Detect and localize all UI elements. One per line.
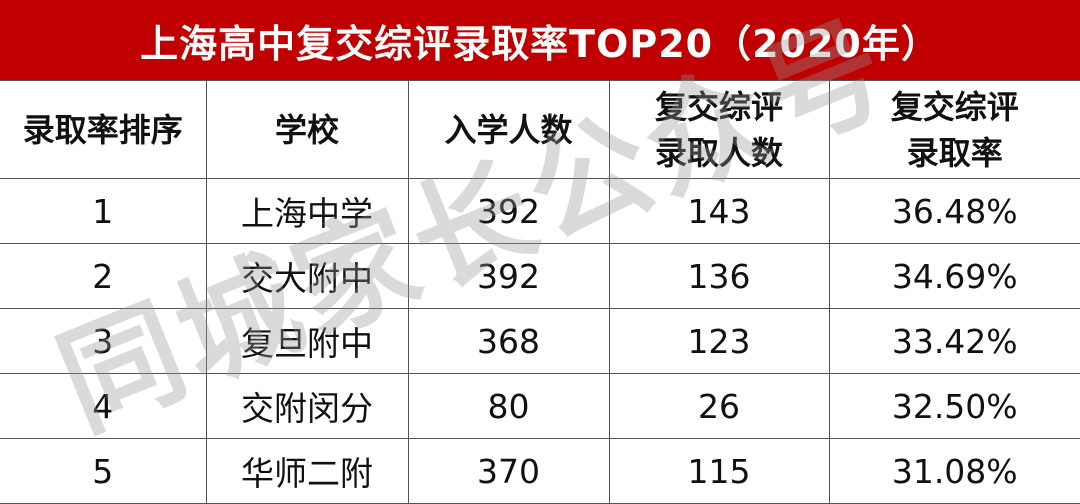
cell-enrollment: 392 [407, 178, 610, 244]
cell-admission-rate: 32.50% [828, 373, 1080, 439]
cell-enrollment: 392 [407, 243, 610, 309]
header-line: 录取率 [906, 133, 1003, 172]
cell-school: 交附闵分 [205, 373, 409, 439]
cell-rank: 1 [0, 178, 207, 244]
page-title: 上海高中复交综评录取率TOP20（2020年） [0, 0, 1080, 80]
header-line: 复交综评 [654, 87, 783, 126]
header-line: 学校 [274, 110, 339, 149]
header-line: 录取人数 [654, 133, 783, 172]
cell-school: 华师二附 [205, 438, 409, 504]
table-row: 1 上海中学 392 143 36.48% [0, 178, 1080, 244]
cell-enrollment: 370 [407, 438, 610, 504]
cell-admitted-count: 143 [608, 178, 830, 244]
cell-rank: 5 [0, 438, 207, 504]
cell-admitted-count: 115 [608, 438, 830, 504]
cell-admitted-count: 26 [608, 373, 830, 439]
table-header-row: 录取率排序 学校 入学人数 复交综评 录取人数 复交综评 录取率 [0, 80, 1080, 179]
table-row: 2 交大附中 392 136 34.69% [0, 243, 1080, 309]
header-line: 复交综评 [890, 87, 1019, 126]
cell-admitted-count: 136 [608, 243, 830, 309]
header-admitted-count: 复交综评 录取人数 [608, 80, 830, 179]
cell-rank: 4 [0, 373, 207, 439]
header-rank: 录取率排序 [0, 80, 207, 179]
cell-admission-rate: 33.42% [828, 308, 1080, 374]
cell-admission-rate: 36.48% [828, 178, 1080, 244]
cell-rank: 3 [0, 308, 207, 374]
header-line: 录取率排序 [22, 110, 183, 149]
header-admission-rate: 复交综评 录取率 [828, 80, 1080, 179]
table-row: 4 交附闵分 80 26 32.50% [0, 373, 1080, 439]
table-row: 5 华师二附 370 115 31.08% [0, 438, 1080, 504]
header-enrollment: 入学人数 [407, 80, 610, 179]
cell-school: 上海中学 [205, 178, 409, 244]
cell-rank: 2 [0, 243, 207, 309]
admission-table: 录取率排序 学校 入学人数 复交综评 录取人数 复交综评 录取率 1 上海中学 392 143 36… [0, 80, 1080, 504]
header-line: 入学人数 [444, 110, 573, 149]
cell-enrollment: 368 [407, 308, 610, 374]
cell-school: 复旦附中 [205, 308, 409, 374]
cell-enrollment: 80 [407, 373, 610, 439]
cell-admitted-count: 123 [608, 308, 830, 374]
header-school: 学校 [205, 80, 409, 179]
cell-admission-rate: 31.08% [828, 438, 1080, 504]
cell-admission-rate: 34.69% [828, 243, 1080, 309]
cell-school: 交大附中 [205, 243, 409, 309]
table-row: 3 复旦附中 368 123 33.42% [0, 308, 1080, 374]
